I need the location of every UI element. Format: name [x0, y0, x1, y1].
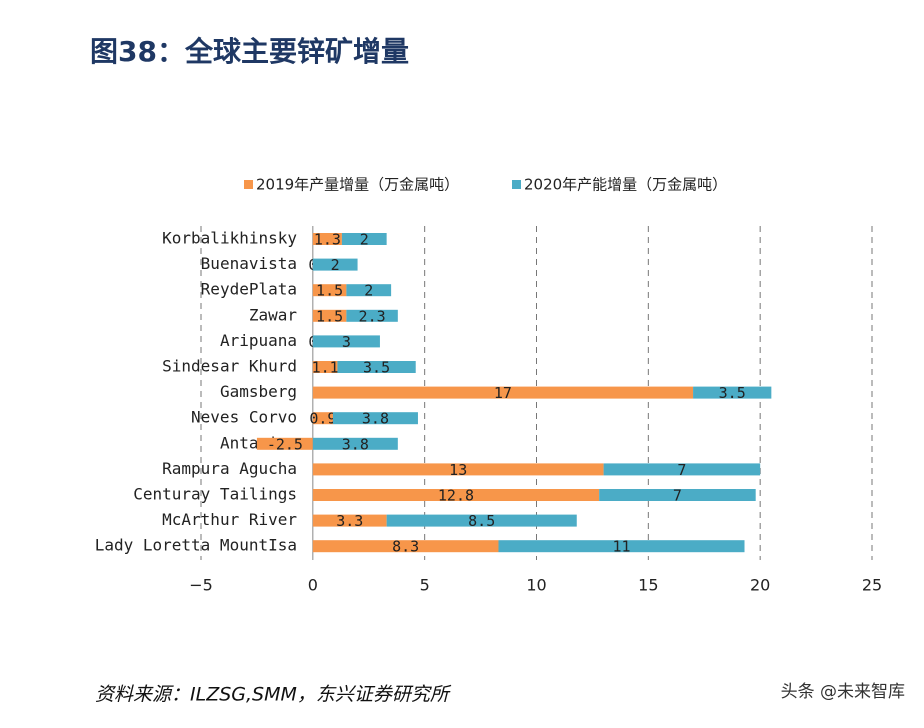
- bar-segment: [312, 514, 387, 527]
- data-label: 3.8: [342, 435, 369, 453]
- bar-segment: [256, 437, 313, 450]
- data-label: 1.1: [312, 359, 339, 377]
- data-label: 11: [612, 538, 630, 556]
- bar-segment: [312, 284, 347, 297]
- y-tick-label: Centuray Tailings: [133, 485, 297, 504]
- y-tick-label: Aripuana: [220, 331, 297, 350]
- data-label: 3.8: [362, 410, 389, 428]
- bar-segment: [332, 412, 418, 425]
- x-tick-label: 0: [308, 576, 318, 595]
- y-tick-label: Gamsberg: [220, 382, 297, 401]
- bar-segment: [312, 437, 398, 450]
- data-label: 3.5: [719, 384, 746, 402]
- data-label: 1.5: [316, 307, 343, 325]
- data-label: 8.5: [468, 512, 495, 530]
- bar-segment: [312, 386, 694, 399]
- data-label: 3.5: [363, 359, 390, 377]
- data-label: 2.3: [359, 307, 386, 325]
- bar-segment: [312, 361, 338, 373]
- x-tick-label: 20: [750, 576, 770, 595]
- bar-segment: [312, 540, 499, 553]
- legend-label: 2019年产量增量（万金属吨）: [256, 176, 459, 194]
- bar-segment: [312, 258, 358, 271]
- bar-segment: [603, 463, 761, 476]
- x-tick-label: 10: [526, 576, 546, 595]
- y-tick-label: Zawar: [249, 305, 298, 324]
- chart-title: 图38：全球主要锌矿增量: [90, 35, 409, 68]
- bar-segment: [346, 309, 398, 322]
- data-label: 8.3: [392, 538, 419, 556]
- bar-segment: [386, 514, 577, 527]
- bar-segment: [341, 233, 387, 245]
- x-tick-label: −5: [189, 576, 213, 595]
- bar-segment: [693, 386, 772, 399]
- data-label: 2: [360, 231, 369, 249]
- y-tick-label: Rampura Agucha: [162, 459, 297, 478]
- y-tick-label: Korbalikhinsky: [162, 229, 297, 248]
- y-tick-label: Lady Loretta MountIsa: [95, 536, 297, 555]
- data-label: 7: [677, 461, 686, 479]
- y-tick-label: Sindesar Khurd: [162, 357, 297, 376]
- y-tick-label: Buenavista: [201, 254, 297, 273]
- x-tick-label: 5: [420, 576, 430, 595]
- bar-segment: [599, 489, 756, 501]
- legend-swatch: [512, 180, 521, 189]
- bar-segment: [498, 540, 745, 553]
- y-tick-label: McArthur River: [162, 510, 297, 529]
- y-tick-label: Neves Corvo: [191, 408, 297, 427]
- data-label: 0.9: [309, 410, 336, 428]
- x-tick-label: 15: [638, 576, 658, 595]
- watermark: 头条 @未来智库: [781, 682, 905, 702]
- data-label: 13: [449, 461, 467, 479]
- bar-segment: [312, 412, 333, 425]
- data-label: 12.8: [438, 487, 474, 505]
- bar-segment: [346, 284, 392, 297]
- legend-swatch: [244, 180, 253, 189]
- x-tick-label: 25: [862, 576, 882, 595]
- bar-segment: [312, 335, 380, 348]
- bar-segment: [312, 489, 600, 501]
- data-label: -2.5: [267, 435, 303, 453]
- bar-segment: [312, 463, 604, 476]
- data-label: 1.3: [314, 231, 341, 249]
- bar-segment: [337, 361, 416, 373]
- data-label: 3.3: [336, 512, 363, 530]
- source-note: 资料来源：ILZSG,SMM，东兴证券研究所: [95, 684, 452, 706]
- bar-segment: [312, 233, 342, 245]
- data-label: 17: [494, 384, 512, 402]
- data-label: 3: [342, 333, 351, 351]
- data-label: 2: [331, 256, 340, 274]
- data-label: 2: [364, 282, 373, 300]
- legend-label: 2020年产能增量（万金属吨）: [524, 176, 727, 194]
- data-label: 7: [673, 487, 682, 505]
- bar-segment: [312, 309, 347, 322]
- data-label: 1.5: [316, 282, 343, 300]
- y-tick-label: ReydePlata: [201, 280, 297, 299]
